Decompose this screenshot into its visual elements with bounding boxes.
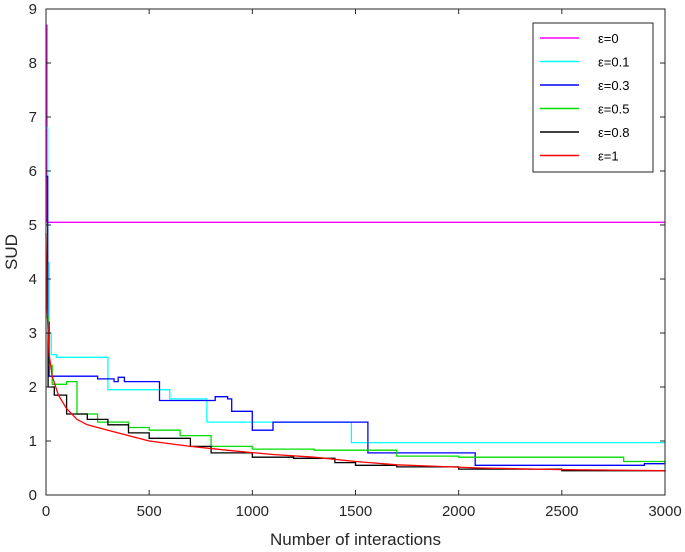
- y-tick-label: 7: [29, 109, 37, 126]
- y-tick-label: 4: [29, 271, 37, 288]
- x-tick-label: 3000: [648, 503, 681, 520]
- legend-label: ε=0: [598, 31, 619, 46]
- y-axis-label: SUD: [2, 234, 21, 270]
- x-tick-label: 2500: [545, 503, 578, 520]
- legend-label: ε=0.3: [598, 78, 629, 93]
- legend-label: ε=0.1: [598, 55, 629, 70]
- x-tick-label: 2000: [442, 503, 475, 520]
- y-tick-label: 5: [29, 217, 37, 234]
- ticks-layer: 0 500 1000 1500 2000 2500 3000 0 1 2 3 4 5 6 7 8 9: [29, 1, 682, 520]
- series-line: [46, 316, 666, 464]
- legend-label: ε=0.5: [598, 102, 629, 117]
- y-tick-label: 9: [29, 1, 37, 18]
- x-tick-label: 0: [42, 503, 50, 520]
- y-tick-label: 3: [29, 325, 37, 342]
- x-tick-label: 500: [137, 503, 162, 520]
- legend-label: ε=0.8: [598, 125, 629, 140]
- y-tick-label: 2: [29, 379, 37, 396]
- x-tick-label: 1500: [339, 503, 372, 520]
- y-tick-label: 6: [29, 163, 37, 180]
- legend: ε=0 ε=0.1 ε=0.3 ε=0.5 ε=0.8 ε=1: [532, 22, 654, 173]
- x-axis-label: Number of interactions: [270, 530, 441, 549]
- legend-label: ε=1: [598, 149, 619, 164]
- series-line: [45, 233, 666, 472]
- series-line: [46, 175, 666, 466]
- x-tick-label: 1000: [236, 503, 269, 520]
- legend-box: [532, 22, 654, 173]
- y-tick-label: 1: [29, 433, 37, 450]
- y-tick-label: 8: [29, 55, 37, 72]
- y-tick-label: 0: [29, 487, 37, 504]
